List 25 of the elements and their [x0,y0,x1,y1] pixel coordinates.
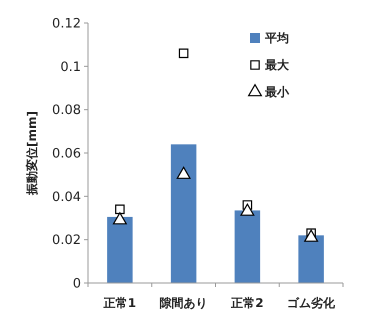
point [240,204,254,216]
y-tick-label: 0.02 [52,233,81,248]
point [178,48,188,58]
x-tick-label: 正常1 [102,296,136,310]
legend-label: 最小 [264,85,290,100]
bar [234,210,260,283]
legend-label: 最大 [264,58,290,72]
x-tick-label: ゴム劣化 [287,296,336,310]
y-axis-title: 振動変位[mm] [25,111,39,196]
y-tick-label: 0.04 [52,190,81,205]
bar [170,144,196,283]
point [176,166,191,179]
bar [107,216,133,283]
legend-label: 平均 [264,31,289,46]
point [112,212,127,224]
y-tick-label: 0.12 [52,16,81,32]
x-tick-label: 正常2 [230,296,264,310]
y-tick-label: 0.06 [52,146,81,162]
x-tick-label: 隙間あり [160,296,208,310]
y-tick-label: 0.08 [52,103,81,118]
bar [298,235,324,283]
y-tick-label: 0 [72,276,81,292]
point [115,204,125,214]
point [304,230,318,242]
y-tick-label: 0.1 [60,60,81,75]
